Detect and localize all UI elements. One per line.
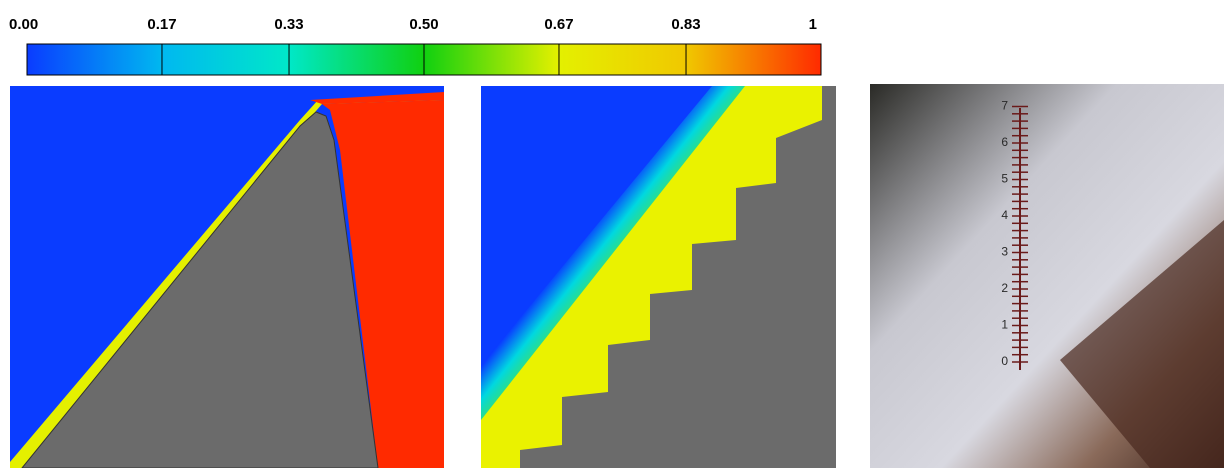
colorbar-tick-label: 0.50 [409,16,438,33]
ruler-label: 0 [1001,354,1008,368]
ruler-label: 5 [1001,172,1008,186]
steps [520,86,836,468]
colorbar-tick-label: 0.83 [671,16,700,33]
ruler-label: 3 [1001,245,1008,259]
water-top [310,92,444,104]
photo: 0 1 2 3 4 5 6 7 [870,84,1224,468]
colorbar-tick-label: 0.33 [274,16,303,33]
air-region [481,86,712,365]
ruler-label: 2 [1001,281,1008,295]
simulation-panel-1 [10,86,444,468]
simulation-panel-2 [481,86,836,468]
colorbar-tick-label: 0.17 [147,16,176,33]
ruler-labels: 0 1 2 3 4 5 6 7 [1001,99,1028,368]
spillway [21,111,379,468]
ruler-label: 4 [1001,208,1008,222]
steps [1060,220,1224,468]
colorbar-tick-label: 0.67 [544,16,573,33]
colorbar-tick-label: 0.00 [9,16,38,33]
ruler-label: 6 [1001,135,1008,149]
colorbar: 0.00 0.17 0.33 0.50 0.67 0.83 1 [9,16,822,76]
ruler-label: 1 [1001,318,1008,332]
water-region [322,100,444,468]
ruler-label: 7 [1001,99,1008,113]
colorbar-tick-label: 1 [809,16,817,33]
